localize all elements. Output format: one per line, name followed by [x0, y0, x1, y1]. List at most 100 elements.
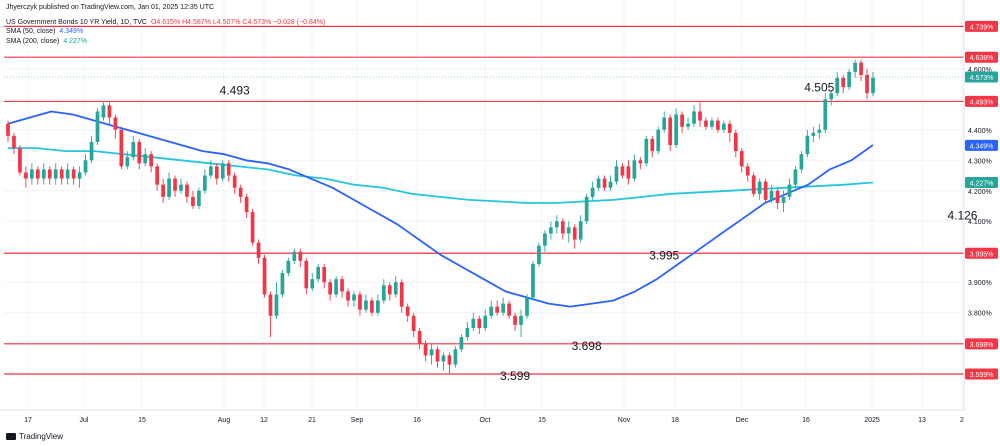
candle-body — [358, 294, 362, 310]
candle-body — [578, 221, 583, 240]
x-tick-label: Dec — [736, 417, 749, 424]
x-tick-label: 16 — [413, 417, 421, 424]
horizontal-levels — [4, 25, 964, 375]
candle-body — [203, 175, 207, 191]
candle-body — [83, 160, 88, 173]
price-badge-text: 3.599% — [970, 372, 994, 379]
candle-body — [865, 74, 869, 94]
candle-body — [692, 111, 696, 124]
candle-body — [554, 221, 559, 228]
candle — [83, 154, 88, 176]
tradingview-brand: TradingView — [6, 432, 63, 441]
candle-body — [381, 285, 386, 301]
candle-body — [644, 138, 649, 164]
candle — [137, 138, 142, 170]
candle-body — [632, 160, 637, 179]
x-tick-label: Oct — [480, 417, 491, 424]
candle — [107, 102, 112, 124]
candle — [393, 276, 398, 298]
candle-body — [584, 196, 589, 222]
candle-body — [220, 163, 225, 179]
candle — [817, 123, 822, 139]
candle — [757, 178, 762, 200]
candle — [274, 282, 279, 319]
candle-body — [871, 77, 875, 94]
candle — [322, 263, 327, 289]
candle — [739, 148, 744, 173]
x-tick-label: 15 — [138, 417, 146, 424]
candle — [865, 68, 869, 100]
candle — [733, 129, 738, 158]
candle-body — [781, 196, 786, 203]
candle — [584, 193, 589, 225]
x-tick-label: 13 — [918, 417, 926, 424]
candle-body — [686, 123, 690, 127]
candle-body — [364, 300, 368, 310]
candle-body — [352, 294, 356, 301]
candle — [495, 300, 500, 316]
candle — [387, 282, 392, 301]
candle-body — [113, 117, 118, 130]
candle-body — [483, 315, 488, 328]
candle-body — [173, 178, 177, 191]
price-badge-bg — [965, 139, 998, 151]
candle — [459, 334, 464, 353]
candle-body — [656, 129, 661, 152]
candle-body — [417, 331, 422, 344]
candle-body — [256, 242, 261, 258]
symbol-title: US Government Bonds 10 YR Yield, 1D, TVC — [6, 19, 147, 26]
candle — [668, 114, 673, 152]
candle — [71, 166, 76, 185]
candle-body — [167, 178, 171, 197]
candle — [626, 160, 631, 185]
y-tick-label: 4.600% — [968, 67, 992, 74]
candle-body — [745, 166, 750, 176]
candle — [268, 291, 273, 338]
candle-body — [435, 349, 440, 362]
candle — [841, 74, 846, 94]
candle — [727, 120, 732, 142]
candle-body — [310, 279, 315, 289]
candle — [179, 178, 183, 194]
candle-body — [674, 114, 678, 146]
candle — [173, 175, 177, 197]
symbol-line: US Government Bonds 10 YR Yield, 1D, TVC… — [6, 18, 325, 27]
candle-body — [268, 294, 273, 316]
candle — [12, 132, 16, 155]
price-axis-labels: 4.739% 4.638% 4.493% 3.995% 3.698% 3.599% 4.57… — [965, 20, 998, 380]
candle — [537, 242, 541, 267]
candle-body — [250, 212, 255, 243]
candle — [411, 312, 416, 338]
candle — [214, 163, 219, 185]
sma-50-path — [7, 110, 874, 308]
candle-body — [525, 297, 529, 316]
candle-body — [441, 355, 446, 362]
candle-body — [608, 181, 613, 188]
candle-body — [429, 349, 434, 356]
price-annotation: 3.995 — [649, 248, 679, 262]
candle — [77, 166, 82, 188]
price-badge-bg — [965, 338, 998, 350]
price-badge: 4.227% — [965, 177, 998, 189]
candle-body — [47, 169, 52, 179]
level-badge: 4.739% — [965, 20, 998, 32]
candle-body — [471, 318, 476, 328]
brand-name: TradingView — [19, 432, 64, 441]
candle-body — [477, 318, 482, 328]
sma200-label: SMA (200, close) — [6, 38, 60, 45]
price-axis: 4.600%4.500%4.400%4.300%4.200%4.100%4.00… — [968, 67, 992, 379]
candle-body — [823, 99, 828, 130]
price-annotation: 3.599 — [500, 369, 530, 383]
plot-area — [0, 0, 964, 410]
candle — [244, 193, 249, 219]
candle-body — [95, 111, 100, 142]
candle-body — [376, 300, 380, 313]
candle — [226, 160, 231, 182]
candle-body — [620, 166, 625, 176]
candle-body — [787, 184, 792, 197]
y-tick-label: 4.300% — [968, 158, 992, 165]
candle-body — [244, 196, 249, 213]
candle-body — [704, 120, 708, 127]
candle-body — [572, 227, 577, 240]
candle — [352, 291, 356, 307]
